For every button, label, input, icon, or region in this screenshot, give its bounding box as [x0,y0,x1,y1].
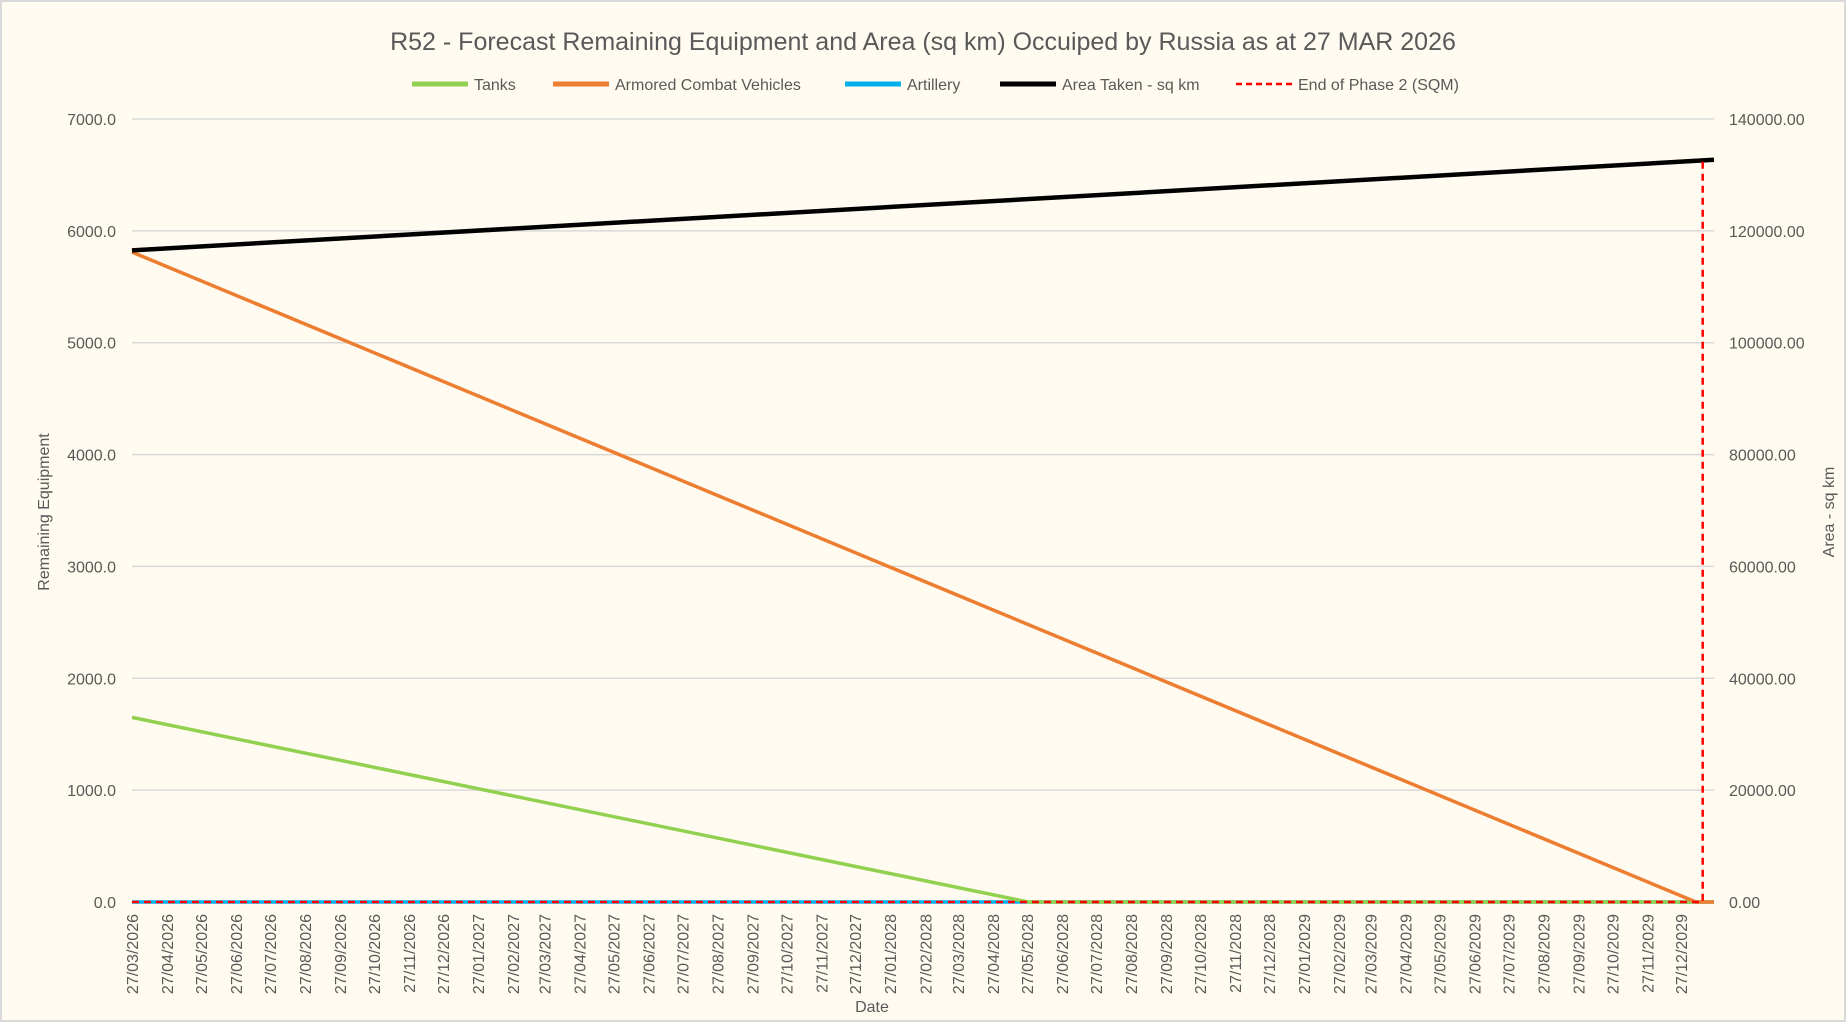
legend-item: End of Phase 2 (SQM) [1236,77,1459,94]
x-tick-label: 27/01/2029 [1297,914,1314,994]
x-tick-label: 27/07/2026 [263,914,280,994]
x-tick-label: 27/06/2026 [229,914,246,994]
y-tick-label: 2000.0 [67,671,116,688]
series-line-3 [131,157,1715,253]
x-tick-label: 27/12/2029 [1674,914,1691,994]
x-tick-label: 27/06/2027 [641,914,658,994]
x-tick-label: 27/09/2027 [745,914,762,994]
x-tick-label: 27/12/2026 [436,914,453,994]
legend: Tanks Armored Combat Vehicles Artillery Are… [412,77,1459,94]
x-tick-label: 27/01/2027 [471,914,488,994]
y2-axis-ticks: 0.00 20000.00 40000.00 60000.00 80000.00 1000… [1729,112,1805,912]
y2-tick-label: 80000.00 [1729,448,1796,465]
x-tick-label: 27/12/2028 [1262,914,1279,994]
x-tick-label: 27/11/2029 [1640,914,1657,993]
y-tick-label: 1000.0 [67,783,116,800]
x-tick-label: 27/05/2027 [606,914,623,994]
legend-item: Armored Combat Vehicles [553,77,801,94]
legend-item: Tanks [412,77,516,94]
x-tick-label: 27/08/2029 [1536,914,1553,994]
y2-tick-label: 120000.00 [1729,224,1805,241]
x-tick-label: 27/08/2026 [298,914,315,994]
x-tick-label: 27/02/2029 [1332,914,1349,994]
x-tick-label: 27/02/2027 [506,914,523,994]
x-tick-label: 27/10/2026 [367,914,384,994]
legend-label: Area Taken - sq km [1062,77,1200,94]
y-axis-label: Remaining Equipment [36,433,53,591]
x-tick-label: 27/05/2028 [1020,914,1037,994]
series-line-0 [131,715,1714,904]
x-axis-label: Date [855,999,889,1016]
gridlines [132,118,1714,903]
x-tick-label: 27/06/2028 [1055,914,1072,994]
x-tick-label: 27/09/2028 [1159,914,1176,994]
x-tick-label: 27/09/2029 [1571,914,1588,994]
y2-tick-label: 140000.00 [1729,112,1805,129]
x-tick-label: 27/09/2026 [333,914,350,994]
x-tick-label: 27/03/2028 [951,914,968,994]
y-tick-label: 7000.0 [67,112,116,129]
x-tick-label: 27/11/2028 [1228,914,1245,993]
x-tick-label: 27/12/2027 [848,914,865,994]
x-tick-label: 27/07/2028 [1089,914,1106,994]
legend-label: End of Phase 2 (SQM) [1298,77,1459,94]
y2-tick-label: 20000.00 [1729,783,1796,800]
x-tick-label: 27/10/2027 [779,914,796,994]
series-lines [131,157,1715,904]
y-axis-ticks: 0.0 1000.0 2000.0 3000.0 4000.0 5000.0 6000.0 7… [67,112,116,912]
x-tick-label: 27/04/2029 [1399,914,1416,994]
x-tick-label: 27/11/2027 [814,914,831,993]
y2-tick-label: 60000.00 [1729,559,1796,576]
y2-tick-label: 40000.00 [1729,671,1796,688]
x-tick-label: 27/07/2027 [675,914,692,994]
y-tick-label: 0.0 [94,895,116,912]
x-tick-label: 27/04/2026 [160,914,177,994]
y2-axis-label: Area - sq km [1821,467,1838,558]
legend-label: Armored Combat Vehicles [615,77,801,94]
x-tick-label: 27/03/2029 [1363,914,1380,994]
x-tick-label: 27/08/2028 [1124,914,1141,994]
y-tick-label: 6000.0 [67,224,116,241]
legend-item: Area Taken - sq km [1000,77,1200,94]
x-axis-ticks: 27/03/2026 27/04/2026 27/05/2026 27/06/2026… [125,914,1691,994]
legend-label: Artillery [907,77,960,94]
x-tick-label: 27/04/2028 [986,914,1003,994]
x-tick-label: 27/01/2028 [883,914,900,994]
x-tick-label: 27/04/2027 [572,914,589,994]
y-tick-label: 3000.0 [67,559,116,576]
series-line-1 [131,250,1714,904]
x-tick-label: 27/05/2026 [194,914,211,994]
x-tick-label: 27/03/2027 [537,914,554,994]
chart-title: R52 - Forecast Remaining Equipment and A… [390,28,1456,56]
series-line-4 [132,159,1704,904]
legend-item: Artillery [845,77,960,94]
x-tick-label: 27/10/2029 [1605,914,1622,994]
x-tick-label: 27/03/2026 [125,914,142,994]
y2-tick-label: 100000.00 [1729,336,1805,353]
x-tick-label: 27/06/2029 [1467,914,1484,994]
x-tick-label: 27/10/2028 [1193,914,1210,994]
legend-label: Tanks [474,77,516,94]
y2-tick-label: 0.00 [1729,895,1760,912]
x-tick-label: 27/07/2029 [1501,914,1518,994]
y-tick-label: 5000.0 [67,336,116,353]
x-tick-label: 27/11/2026 [402,914,419,993]
x-tick-label: 27/02/2028 [918,914,935,994]
x-tick-label: 27/08/2027 [710,914,727,994]
y-tick-label: 4000.0 [67,448,116,465]
x-tick-label: 27/05/2029 [1432,914,1449,994]
